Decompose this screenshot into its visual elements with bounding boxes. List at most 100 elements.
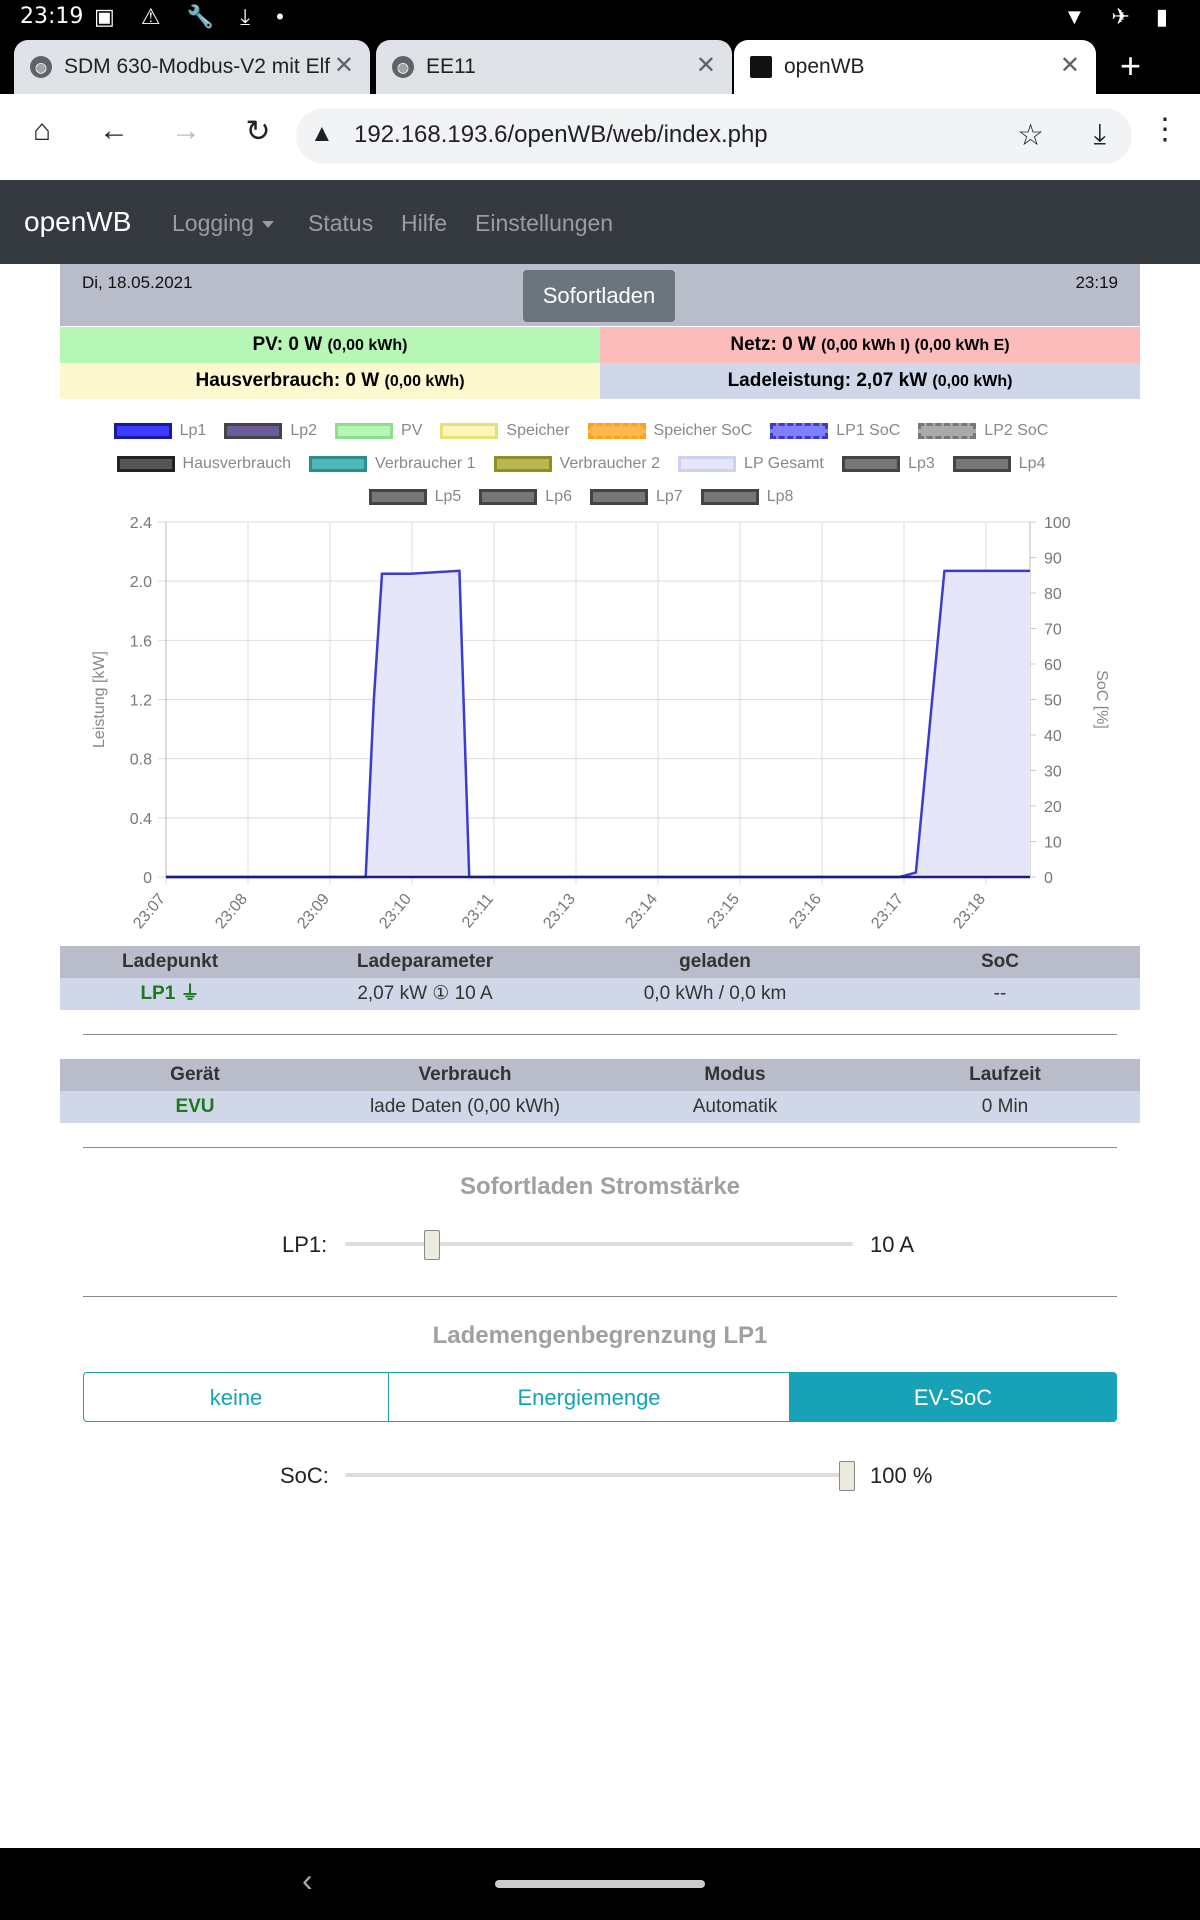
- close-icon[interactable]: ✕: [695, 52, 716, 79]
- geraet-name[interactable]: EVU: [175, 1096, 215, 1117]
- reload-icon[interactable]: ↻: [245, 115, 271, 148]
- legend-item[interactable]: Speicher: [440, 422, 570, 440]
- status-time: 23:19: [20, 4, 84, 29]
- col-ladepunkt: Ladepunkt: [121, 951, 219, 972]
- url-text[interactable]: 192.168.193.6/openWB/web/index.php: [354, 121, 768, 148]
- legend-item[interactable]: LP Gesamt: [678, 455, 824, 473]
- legend-item[interactable]: Lp7: [590, 488, 683, 506]
- legend-item[interactable]: PV: [335, 422, 422, 440]
- legend-item[interactable]: Verbraucher 1: [309, 455, 476, 473]
- chart-plot: 0 0.4 0.8 1.2 1.6 2.0 2.4 0 10 20 30 40 50 60 70 80 90 10…: [91, 515, 1110, 933]
- chevron-down-icon: [261, 221, 274, 229]
- soc-slider-thumb[interactable]: [839, 1461, 855, 1491]
- url-bar[interactable]: ▲ 192.168.193.6/openWB/web/index.php ☆ ⤓: [296, 108, 1132, 164]
- legend-label: Lp3: [908, 455, 935, 472]
- time-label: 23:19: [1075, 273, 1118, 292]
- y2-axis-label: SoC [%]: [1093, 670, 1110, 729]
- y2-tick-label: 40: [1044, 728, 1062, 745]
- bookmark-star-icon[interactable]: ☆: [1017, 119, 1044, 152]
- verbrauch-value: lade Daten (0,00 kWh): [369, 1096, 561, 1117]
- home-gesture-bar[interactable]: [495, 1880, 705, 1888]
- back-nav-icon[interactable]: ‹: [302, 1862, 313, 1898]
- download-icon[interactable]: ⤓: [1093, 118, 1106, 149]
- legend-item[interactable]: Lp8: [700, 488, 794, 506]
- legend-item[interactable]: LP2 SoC: [918, 422, 1048, 440]
- legend-label: Speicher SoC: [653, 422, 753, 439]
- y-tick-label: 0: [143, 870, 152, 887]
- android-navigation-bar: ‹: [0, 1848, 1200, 1920]
- table-row[interactable]: LP1 ⏚ 2,07 kW ① 10 A 0,0 kWh / 0,0 km --: [60, 978, 1140, 1010]
- x-tick-label: 23:09: [294, 891, 333, 933]
- y2-tick-label: 100: [1044, 515, 1071, 532]
- tab-ee11[interactable]: ◍ EE11 ✕: [376, 40, 732, 94]
- y2-tick-label: 90: [1044, 551, 1062, 568]
- legend-item[interactable]: Lp3: [842, 455, 935, 473]
- series-line-Lp1: [166, 569, 1030, 879]
- globe-icon: ◍: [30, 56, 52, 78]
- ladepunkt-name[interactable]: LP1 ⏚: [140, 983, 200, 1004]
- browser-tab-strip: ◍ SDM 630-Modbus-V2 mit Elf ✕ ◍ EE11 ✕ o…: [0, 36, 1200, 94]
- legend-item[interactable]: Hausverbrauch: [116, 455, 292, 473]
- legend-label: Verbraucher 2: [559, 455, 661, 472]
- forward-icon[interactable]: →: [171, 114, 201, 147]
- legend-swatch: [770, 422, 829, 439]
- option-energiemenge[interactable]: Energiemenge: [388, 1372, 790, 1422]
- legend-swatch: [493, 455, 552, 472]
- table-row[interactable]: EVU lade Daten (0,00 kWh) Automatik 0 Mi…: [60, 1091, 1140, 1123]
- legend-item[interactable]: Lp2: [224, 422, 317, 440]
- close-icon[interactable]: ✕: [1059, 52, 1080, 79]
- legend-label: Lp8: [766, 488, 794, 505]
- brand-logo[interactable]: openWB: [24, 206, 132, 237]
- current-slider-track[interactable]: [345, 1242, 853, 1246]
- haus-energy: (0,00 kWh): [384, 373, 465, 390]
- tab-sdm630[interactable]: ◍ SDM 630-Modbus-V2 mit Elf ✕: [14, 40, 370, 94]
- netz-value: Netz: 0 W: [730, 334, 816, 355]
- legend-label: Speicher: [506, 422, 570, 439]
- nav-status[interactable]: Status: [308, 210, 374, 236]
- legend-item[interactable]: Verbraucher 2: [493, 455, 661, 473]
- legend-item[interactable]: Lp6: [479, 488, 572, 506]
- soc-slider-track[interactable]: [345, 1473, 853, 1477]
- nav-hilfe[interactable]: Hilfe: [401, 210, 448, 236]
- tab-title: SDM 630-Modbus-V2 mit Elf: [64, 55, 331, 78]
- nav-logging[interactable]: Logging: [172, 210, 274, 237]
- close-icon[interactable]: ✕: [333, 52, 354, 79]
- overflow-menu-icon[interactable]: ⋮: [1150, 113, 1180, 146]
- legend-swatch: [113, 422, 172, 439]
- nav-einstellungen[interactable]: Einstellungen: [475, 210, 614, 236]
- y-tick-label: 0.8: [130, 752, 152, 769]
- warning-icon[interactable]: ▲: [310, 120, 334, 147]
- y-tick-label: 1.6: [130, 633, 152, 650]
- legend-swatch: [368, 488, 427, 505]
- current-slider-thumb[interactable]: [424, 1230, 441, 1260]
- legend-label: Lp5: [434, 488, 462, 505]
- legend-item[interactable]: Lp4: [952, 455, 1045, 473]
- new-tab-icon[interactable]: +: [1120, 45, 1142, 86]
- option-ev-soc[interactable]: EV-SoC: [789, 1372, 1117, 1422]
- y2-tick-label: 10: [1044, 835, 1062, 852]
- ladepunkt-table-header: Ladepunkt Ladeparameter geladen SoC: [60, 946, 1140, 978]
- legend-item[interactable]: Speicher SoC: [587, 422, 753, 440]
- y-tick-label: 0.4: [130, 811, 152, 828]
- col-verbrauch: Verbrauch: [418, 1064, 512, 1085]
- charge-mode-button[interactable]: Sofortladen: [523, 270, 675, 322]
- legend-label: Hausverbrauch: [182, 455, 292, 472]
- tab-openwb[interactable]: openWB ✕: [734, 40, 1096, 94]
- x-tick-label: 23:10: [376, 891, 415, 933]
- legend-item[interactable]: Lp5: [368, 488, 462, 506]
- legend-item[interactable]: Lp1: [113, 422, 206, 440]
- legend-item[interactable]: LP1 SoC: [770, 422, 900, 440]
- lade-summary: Ladeleistung: 2,07 kW (0,00 kWh): [600, 363, 1140, 399]
- back-icon[interactable]: ←: [99, 114, 129, 147]
- geraete-table-header: Gerät Verbrauch Modus Laufzeit: [60, 1059, 1140, 1091]
- globe-icon: ◍: [392, 56, 414, 78]
- date-label: Di, 18.05.2021: [82, 273, 193, 292]
- home-icon[interactable]: ⌂: [32, 114, 52, 147]
- x-tick-label: 23:15: [704, 891, 743, 933]
- modus-value: Automatik: [692, 1096, 778, 1117]
- x-tick-label: 23:16: [786, 891, 825, 933]
- pv-value: PV: 0 W: [252, 334, 323, 355]
- option-keine[interactable]: keine: [83, 1372, 389, 1422]
- col-geladen: geladen: [679, 951, 751, 972]
- y-tick-label: 1.2: [130, 693, 152, 710]
